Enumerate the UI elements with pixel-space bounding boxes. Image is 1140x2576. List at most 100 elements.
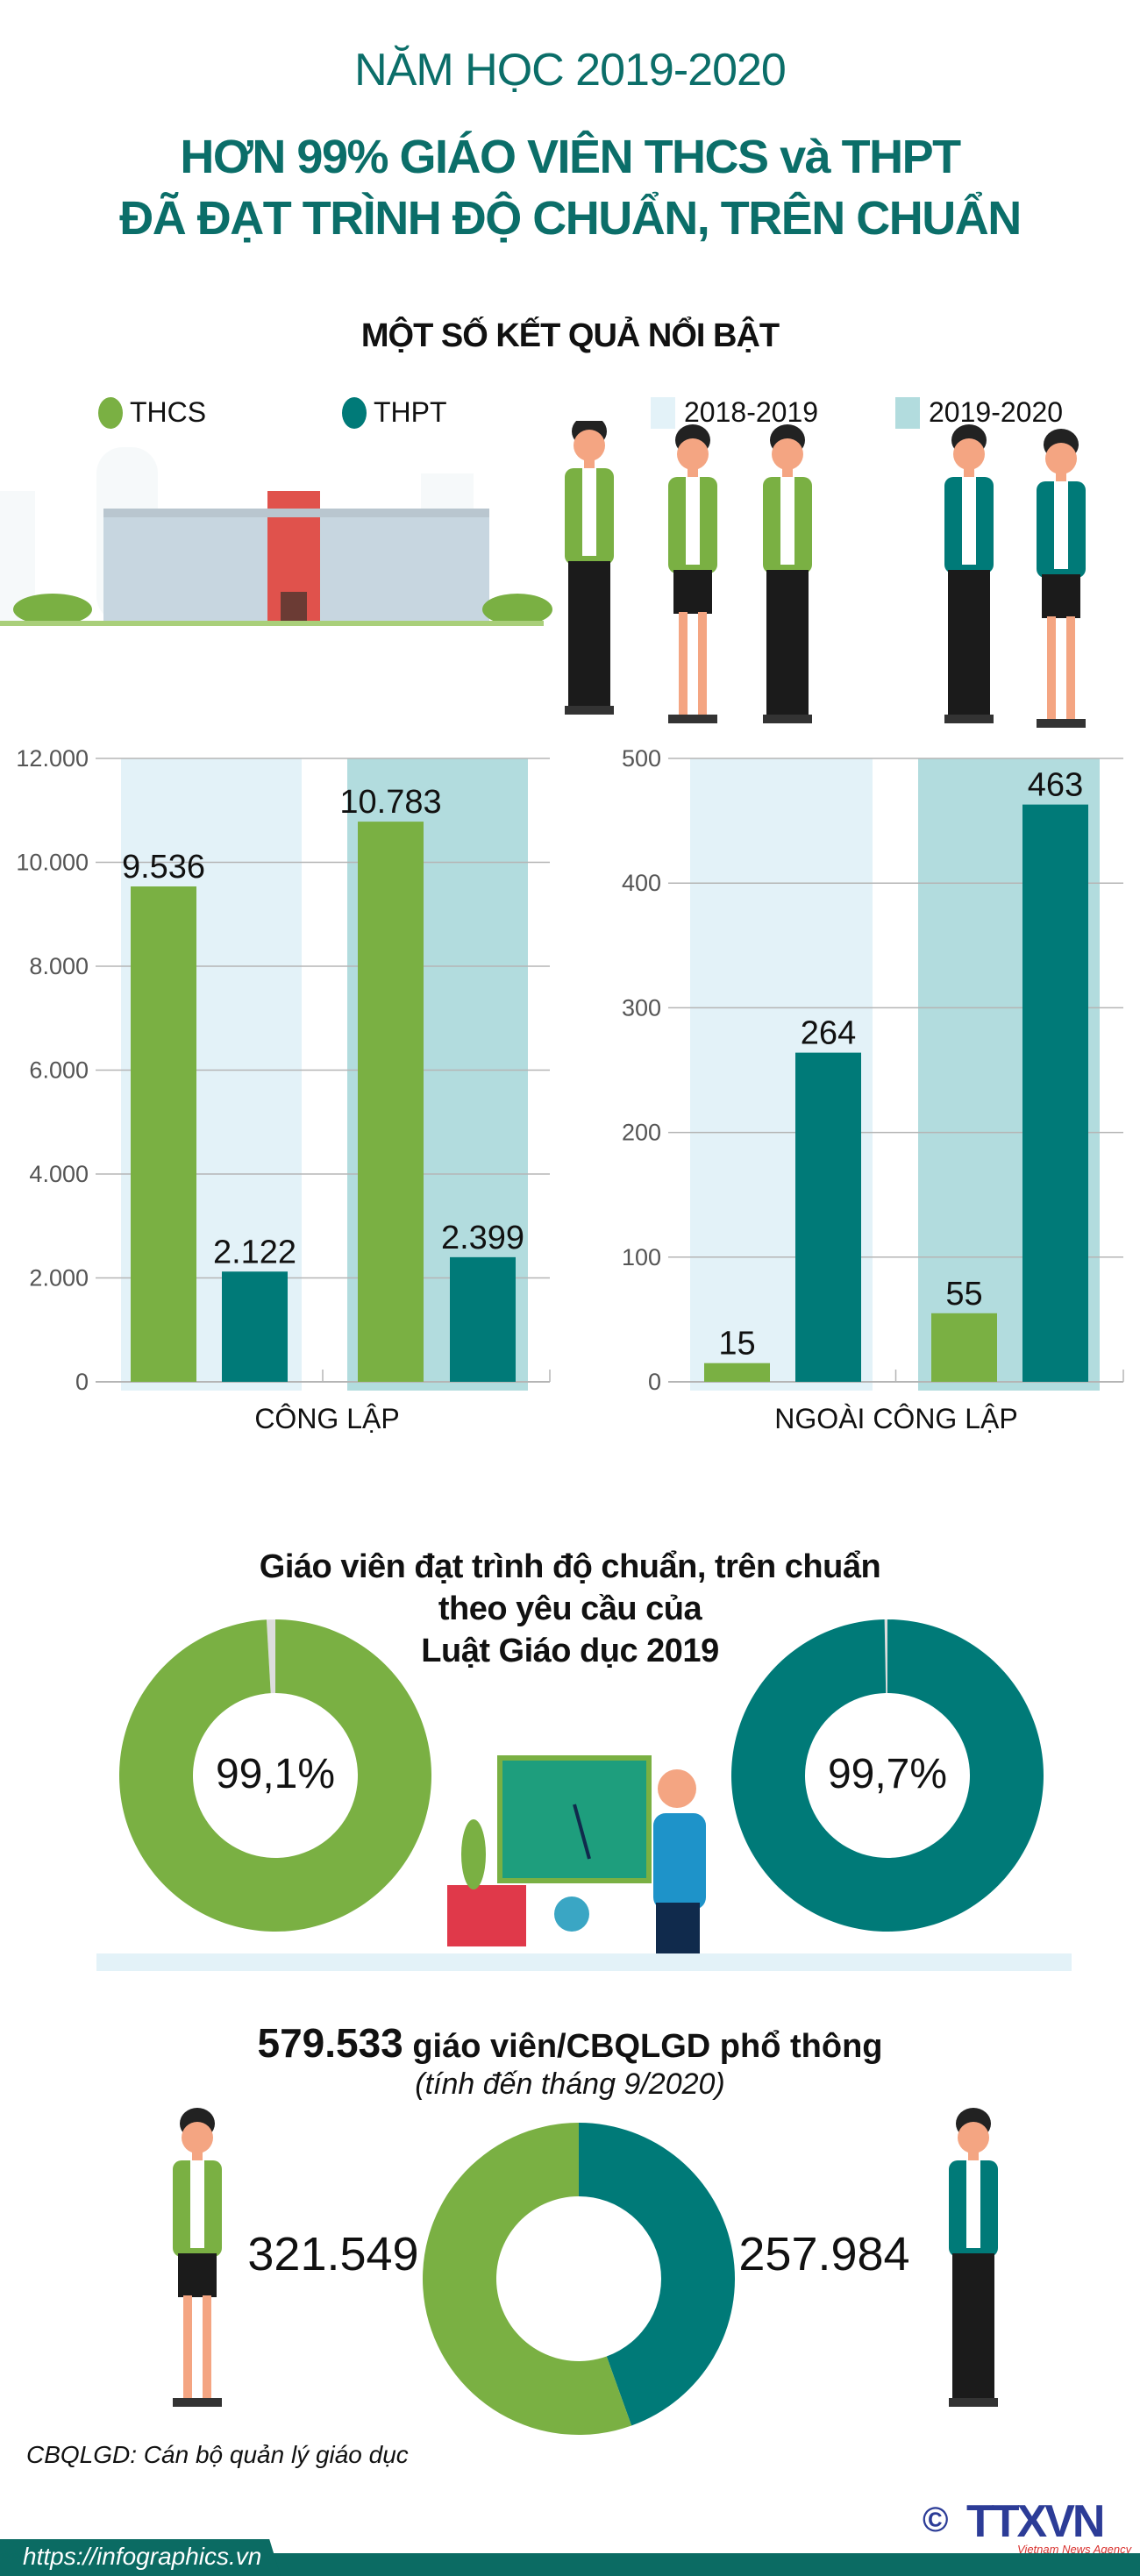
bar-value-label: 264 xyxy=(801,1015,856,1052)
donut-slice-thcs xyxy=(423,2123,632,2435)
teacher-legs-icon xyxy=(656,1903,700,1953)
shirt-icon xyxy=(190,2160,204,2248)
face-icon xyxy=(958,2122,989,2153)
section-title: MỘT SỐ KẾT QUẢ NỔI BẬT xyxy=(360,317,780,354)
thpt-teacher-figure-icon xyxy=(949,2108,998,2407)
legend-thcs: THCS xyxy=(98,396,206,429)
bar-value-label: 15 xyxy=(718,1326,755,1363)
footer-url-link[interactable]: https://infographics.vn xyxy=(23,2543,262,2570)
total-donut xyxy=(173,2108,998,2435)
thcs-total-value: 321.549 xyxy=(247,2228,419,2281)
band-2018-swatch-icon xyxy=(651,396,675,429)
bar-thpt-2019-2020 xyxy=(1022,804,1088,1382)
shoes-icon xyxy=(949,2398,998,2407)
donut-remainder-slice xyxy=(266,1619,275,1694)
donut-remainder-slice xyxy=(884,1619,887,1694)
y-tick-label: 4.000 xyxy=(29,1161,89,1187)
y-tick-label: 8.000 xyxy=(29,953,89,979)
footer-url-tab xyxy=(0,2539,281,2576)
bar-thcs-2018-2019 xyxy=(704,1363,770,1382)
legend-label: THCS xyxy=(130,396,207,428)
legend-label: 2019-2020 xyxy=(929,396,1064,428)
neck-icon xyxy=(782,468,793,479)
shirt-icon xyxy=(1054,481,1068,569)
percentage-donuts xyxy=(96,1619,1072,1971)
thcs-dot-icon xyxy=(98,396,123,429)
teacher-head-icon xyxy=(658,1769,696,1808)
teacher-thcs-woman-icon xyxy=(668,424,717,723)
bar-thcs-2019-2020 xyxy=(931,1313,997,1382)
trousers-icon xyxy=(948,570,990,717)
legend-label: THPT xyxy=(374,396,447,428)
bar-value-label: 9.536 xyxy=(122,849,205,886)
teacher-body-icon xyxy=(653,1813,706,1910)
leg-icon xyxy=(1047,616,1056,722)
teacher-thpt-woman-icon xyxy=(1037,429,1086,728)
bar-thpt-2018-2019 xyxy=(795,1052,861,1382)
face-icon xyxy=(574,430,605,461)
shoes-icon xyxy=(1037,719,1086,728)
leg-icon xyxy=(1066,616,1075,722)
chalkboard-icon xyxy=(497,1755,652,1883)
bar-thpt-2019-2020 xyxy=(450,1256,516,1382)
skirt-icon xyxy=(1042,574,1080,618)
main-title-line2: ĐÃ ĐẠT TRÌNH ĐỘ CHUẨN, TRÊN CHUẨN xyxy=(119,192,1022,245)
y-tick-label: 10.000 xyxy=(16,850,89,876)
books-icon xyxy=(447,1885,526,1946)
y-tick-label: 200 xyxy=(622,1120,661,1146)
y-tick-label: 300 xyxy=(622,994,661,1021)
donut-thcs-label: 99,1% xyxy=(215,1751,336,1797)
legend-label: 2018-2019 xyxy=(684,396,819,428)
bar-thpt-2018-2019 xyxy=(222,1271,288,1382)
total-subtitle: (tính đến tháng 9/2020) xyxy=(415,2067,725,2101)
bar-chart-ngoai-cong-lap: 0 100 200 300 400 500 15 55 264 463 xyxy=(622,745,1124,1395)
neck-icon xyxy=(964,468,974,479)
shoes-icon xyxy=(763,715,812,723)
donut-title-line1: Giáo viên đạt trình độ chuẩn, trên chuẩn xyxy=(259,1548,881,1585)
abbreviation-note: CBQLGD: Cán bộ quản lý giáo dục xyxy=(26,2441,409,2468)
trousers-icon xyxy=(766,570,809,717)
total-text: giáo viên/CBQLGD phổ thông xyxy=(403,2028,883,2065)
shirt-icon xyxy=(582,468,596,556)
shirt-icon xyxy=(780,477,794,565)
trousers-icon xyxy=(568,561,610,708)
bar-value-label: 10.783 xyxy=(339,784,441,821)
shoes-icon xyxy=(668,715,717,723)
donut-title-line2: theo yêu cầu của xyxy=(438,1590,702,1627)
donut-slice-thpt xyxy=(579,2123,736,2426)
pointer-stick-icon xyxy=(573,1804,591,1860)
leg-icon xyxy=(698,612,707,717)
shoes-icon xyxy=(944,715,994,723)
total-heading: 579.533 giáo viên/CBQLGD phổ thông xyxy=(0,2019,1140,2067)
floor-strip xyxy=(96,1953,1072,1971)
shirt-icon xyxy=(966,2160,980,2248)
main-title-line1: HƠN 99% GIÁO VIÊN THCS và THPT xyxy=(180,131,961,183)
neck-icon xyxy=(584,459,595,470)
neck-icon xyxy=(192,2152,203,2162)
face-icon xyxy=(953,438,985,470)
year-heading: NĂM HỌC 2019-2020 xyxy=(354,45,787,96)
face-icon xyxy=(182,2122,213,2153)
legend-thpt: THPT xyxy=(342,396,447,429)
y-tick-label: 6.000 xyxy=(29,1057,89,1084)
leg-icon xyxy=(203,2295,211,2401)
shoes-icon xyxy=(565,706,614,715)
shoes-icon xyxy=(173,2398,222,2407)
bar-thcs-2019-2020 xyxy=(358,822,424,1382)
bar-value-label: 2.122 xyxy=(213,1234,296,1270)
bar-value-label: 2.399 xyxy=(441,1220,524,1256)
total-number: 579.533 xyxy=(257,2020,403,2066)
skirt-icon xyxy=(673,570,712,614)
school-teachers-illustration xyxy=(0,421,1086,728)
y-tick-label: 500 xyxy=(622,745,661,772)
thpt-total-value: 257.984 xyxy=(738,2228,910,2281)
y-tick-label: 100 xyxy=(622,1244,661,1270)
globe-icon xyxy=(554,1896,589,1932)
donut-slice-thpt xyxy=(731,1619,1044,1932)
bar-value-label: 463 xyxy=(1028,767,1083,804)
neck-icon xyxy=(688,468,698,479)
bar-value-label: 55 xyxy=(945,1276,982,1313)
y-tick-label: 12.000 xyxy=(16,745,89,772)
face-icon xyxy=(1045,443,1077,474)
